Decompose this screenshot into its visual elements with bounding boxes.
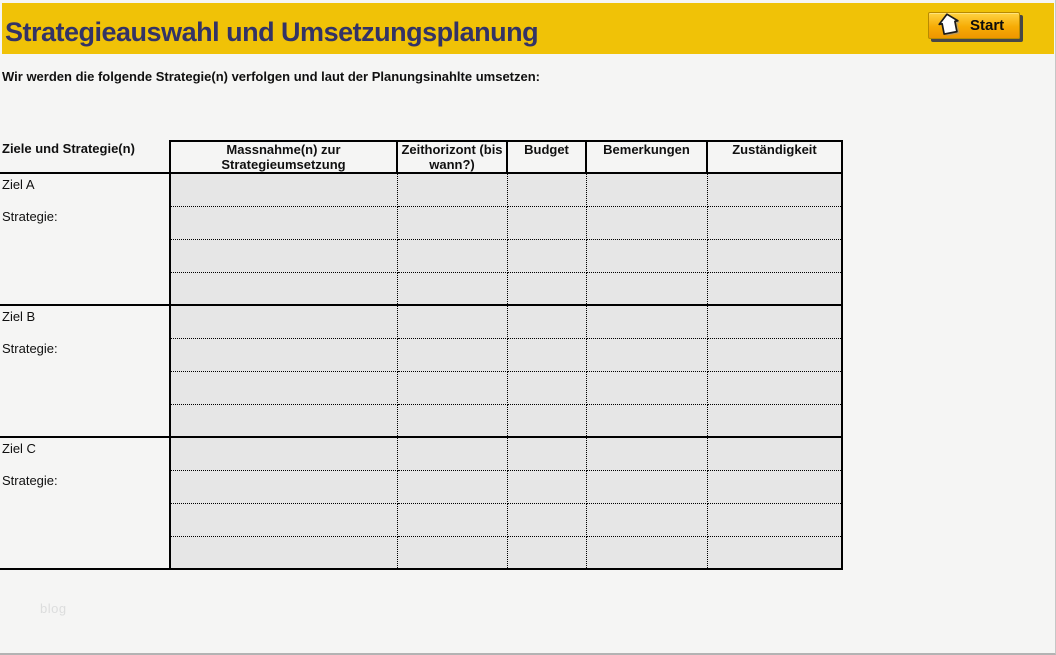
column-header-bemerkungen: Bemerkungen (585, 140, 708, 174)
table-row: Ziel C Strategie: (0, 437, 843, 570)
input-cell[interactable] (586, 437, 708, 471)
table-row: Ziel B Strategie: (0, 305, 843, 438)
page-title: Strategieauswahl und Umsetzungsplanung (5, 17, 539, 47)
input-cell[interactable] (707, 173, 843, 207)
column-header-budget: Budget (506, 140, 587, 174)
input-cell[interactable] (586, 173, 708, 207)
input-cell[interactable] (707, 338, 843, 372)
input-cell[interactable] (397, 437, 508, 471)
table-row (0, 272, 843, 306)
column-header-ziele: Ziele und Strategie(n) (0, 141, 170, 174)
input-cell[interactable] (170, 404, 398, 438)
goal-cell-b: Ziel B Strategie: (0, 305, 171, 438)
goal-label: Ziel B (2, 309, 36, 324)
column-header-massnahmen: Massnahme(n) zur Strategieumsetzung (169, 140, 398, 174)
input-cell[interactable] (397, 470, 508, 504)
table-row: Ziel A Strategie: (0, 173, 843, 306)
intro-text: Wir werden die folgende Strategie(n) ver… (2, 69, 541, 84)
input-cell[interactable] (586, 272, 708, 306)
input-cell[interactable] (707, 371, 843, 405)
input-cell[interactable] (397, 371, 508, 405)
input-cell[interactable] (170, 206, 398, 240)
input-cell[interactable] (507, 338, 587, 372)
input-cell[interactable] (586, 470, 708, 504)
start-button-label: Start (970, 17, 1005, 34)
goal-cell-a: Ziel A Strategie: (0, 173, 171, 306)
input-cell[interactable] (170, 173, 398, 207)
start-button[interactable]: Start (928, 12, 1020, 39)
input-cell[interactable] (397, 206, 508, 240)
strategy-label: Strategie: (2, 209, 58, 224)
input-cell[interactable] (507, 404, 587, 438)
table-row (0, 503, 843, 537)
watermark-text: blog (40, 601, 67, 616)
input-cell[interactable] (507, 470, 587, 504)
table-row (0, 338, 843, 372)
input-cell[interactable] (707, 503, 843, 537)
input-cell[interactable] (586, 371, 708, 405)
table-row (0, 371, 843, 405)
input-cell[interactable] (507, 536, 587, 570)
input-cell[interactable] (707, 470, 843, 504)
input-cell[interactable] (586, 206, 708, 240)
input-cell[interactable] (170, 503, 398, 537)
input-cell[interactable] (707, 239, 843, 273)
input-cell[interactable] (397, 239, 508, 273)
header-row: Ziele und Strategie(n) Massnahme(n) zur … (0, 140, 843, 174)
input-cell[interactable] (586, 305, 708, 339)
input-cell[interactable] (507, 272, 587, 306)
input-cell[interactable] (586, 536, 708, 570)
input-cell[interactable] (507, 239, 587, 273)
table-row (0, 536, 843, 570)
strategy-label: Strategie: (2, 341, 58, 356)
input-cell[interactable] (507, 305, 587, 339)
input-cell[interactable] (170, 239, 398, 273)
input-cell[interactable] (707, 404, 843, 438)
input-cell[interactable] (397, 536, 508, 570)
table-row (0, 239, 843, 273)
input-cell[interactable] (397, 305, 508, 339)
goal-label: Ziel A (2, 177, 35, 192)
strategy-label: Strategie: (2, 473, 58, 488)
input-cell[interactable] (586, 239, 708, 273)
input-cell[interactable] (507, 503, 587, 537)
input-cell[interactable] (707, 206, 843, 240)
input-cell[interactable] (170, 272, 398, 306)
input-cell[interactable] (170, 371, 398, 405)
input-cell[interactable] (707, 536, 843, 570)
input-cell[interactable] (707, 305, 843, 339)
table-row (0, 206, 843, 240)
table-row (0, 470, 843, 504)
input-cell[interactable] (170, 338, 398, 372)
column-header-zustaendigkeit: Zuständigkeit (706, 140, 843, 174)
input-cell[interactable] (507, 371, 587, 405)
input-cell[interactable] (397, 173, 508, 207)
table-row (0, 404, 843, 438)
input-cell[interactable] (707, 437, 843, 471)
input-cell[interactable] (507, 206, 587, 240)
input-cell[interactable] (586, 338, 708, 372)
input-cell[interactable] (397, 404, 508, 438)
input-cell[interactable] (707, 272, 843, 306)
home-icon (938, 13, 961, 36)
input-cell[interactable] (397, 272, 508, 306)
planning-table: Ziele und Strategie(n) Massnahme(n) zur … (0, 140, 843, 570)
column-header-zeithorizont: Zeithorizont (bis wann?) (396, 140, 508, 174)
input-cell[interactable] (170, 305, 398, 339)
input-cell[interactable] (397, 338, 508, 372)
input-cell[interactable] (586, 503, 708, 537)
input-cell[interactable] (586, 404, 708, 438)
input-cell[interactable] (507, 173, 587, 207)
input-cell[interactable] (397, 503, 508, 537)
goal-label: Ziel C (2, 441, 36, 456)
input-cell[interactable] (170, 437, 398, 471)
input-cell[interactable] (170, 470, 398, 504)
header-bar: Strategieauswahl und Umsetzungsplanung S… (2, 3, 1054, 54)
input-cell[interactable] (507, 437, 587, 471)
goal-cell-c: Ziel C Strategie: (0, 437, 171, 570)
input-cell[interactable] (170, 536, 398, 570)
